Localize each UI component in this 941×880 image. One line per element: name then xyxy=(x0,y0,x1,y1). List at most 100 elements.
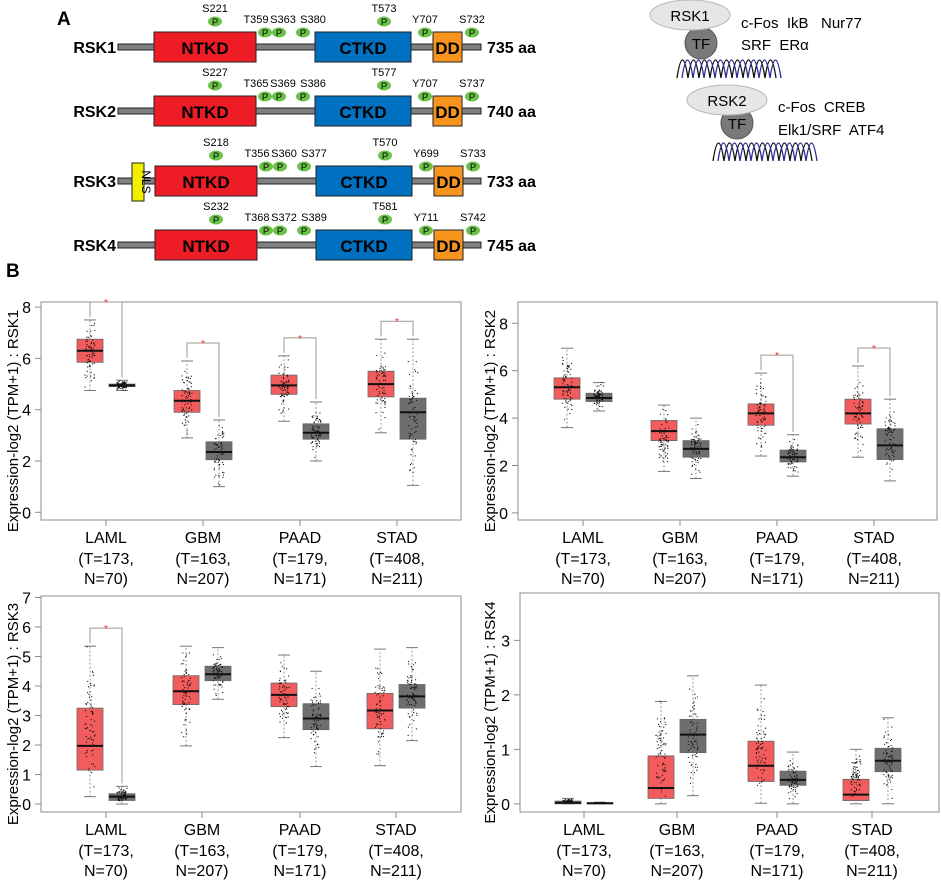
data-point xyxy=(219,669,221,671)
data-point xyxy=(313,725,315,727)
data-point xyxy=(693,436,695,438)
data-point xyxy=(887,455,890,457)
data-point xyxy=(312,730,314,732)
data-point xyxy=(376,694,378,696)
data-point xyxy=(314,740,316,742)
data-point xyxy=(317,439,319,441)
data-point xyxy=(698,469,700,472)
data-point xyxy=(887,734,890,736)
data-point xyxy=(696,431,698,433)
data-point xyxy=(790,769,792,771)
data-point xyxy=(377,672,379,674)
data-point xyxy=(762,780,764,782)
phospho-icon xyxy=(208,16,222,27)
phosphosite-label: Y711 xyxy=(414,212,439,224)
data-point xyxy=(858,755,861,757)
data-point xyxy=(690,440,693,443)
data-point xyxy=(282,389,284,392)
data-point xyxy=(181,697,184,699)
data-point xyxy=(287,716,289,718)
phospho-label: P xyxy=(263,226,269,237)
data-point xyxy=(283,713,285,715)
box-paad-normal xyxy=(302,401,330,462)
data-point xyxy=(86,355,88,357)
y-tick-label: 1 xyxy=(22,768,31,785)
data-point xyxy=(86,370,88,372)
data-point xyxy=(857,424,859,426)
data-point xyxy=(569,396,572,399)
data-point xyxy=(694,766,697,768)
data-point xyxy=(181,731,183,734)
data-point xyxy=(186,430,188,432)
data-point xyxy=(315,443,317,445)
data-point xyxy=(86,727,88,730)
data-point xyxy=(286,668,288,670)
data-point xyxy=(181,705,183,708)
data-point xyxy=(87,686,90,688)
data-point xyxy=(761,772,764,774)
data-point xyxy=(317,716,319,718)
data-point xyxy=(883,735,886,737)
data-point xyxy=(315,417,317,420)
data-point xyxy=(221,437,224,439)
data-point xyxy=(695,431,697,433)
data-point xyxy=(91,731,94,733)
data-point xyxy=(319,713,322,716)
data-point xyxy=(287,366,289,369)
data-point xyxy=(661,749,663,751)
box-paad-tumor xyxy=(270,654,298,739)
ntkd-domain xyxy=(153,31,257,63)
data-point xyxy=(288,408,290,410)
data-point xyxy=(279,700,281,703)
box-laml-normal xyxy=(586,801,614,805)
data-point xyxy=(761,430,763,432)
box-gbm-normal xyxy=(682,417,710,480)
data-point xyxy=(886,427,888,430)
data-point xyxy=(888,427,890,429)
data-point xyxy=(660,444,662,446)
y-axis-label: Expression-log2 (TPM+1) : RSK4 xyxy=(482,601,499,823)
data-point xyxy=(286,394,288,397)
data-point xyxy=(377,385,380,387)
data-point xyxy=(858,397,860,399)
significance-bracket xyxy=(283,337,317,400)
data-point xyxy=(223,453,225,455)
data-point xyxy=(790,463,792,465)
data-point xyxy=(378,716,380,718)
data-point xyxy=(792,446,794,449)
phosphosite-label: Y707 xyxy=(412,78,438,90)
data-point xyxy=(383,691,385,694)
data-point xyxy=(658,747,660,749)
data-point xyxy=(691,724,693,726)
data-point xyxy=(217,434,219,436)
data-point xyxy=(185,729,187,732)
data-point xyxy=(416,712,418,714)
data-point xyxy=(183,414,185,417)
data-point xyxy=(690,748,692,750)
data-point xyxy=(788,452,790,454)
data-point xyxy=(315,419,317,421)
data-point xyxy=(384,719,386,721)
backbone-line xyxy=(117,43,482,51)
data-point xyxy=(792,448,794,451)
phosphosite-label: S380 xyxy=(300,14,326,26)
data-point xyxy=(759,406,761,408)
data-point xyxy=(760,777,763,779)
data-point xyxy=(92,342,95,344)
data-point xyxy=(285,393,287,395)
data-point xyxy=(376,714,378,716)
data-point xyxy=(311,714,314,717)
data-point xyxy=(790,467,792,469)
data-point xyxy=(663,432,665,434)
data-point xyxy=(94,344,96,346)
data-point xyxy=(690,740,693,743)
data-point xyxy=(280,364,282,366)
data-point xyxy=(664,421,667,423)
data-point xyxy=(414,370,417,373)
data-point xyxy=(92,713,94,716)
data-point xyxy=(664,437,666,439)
